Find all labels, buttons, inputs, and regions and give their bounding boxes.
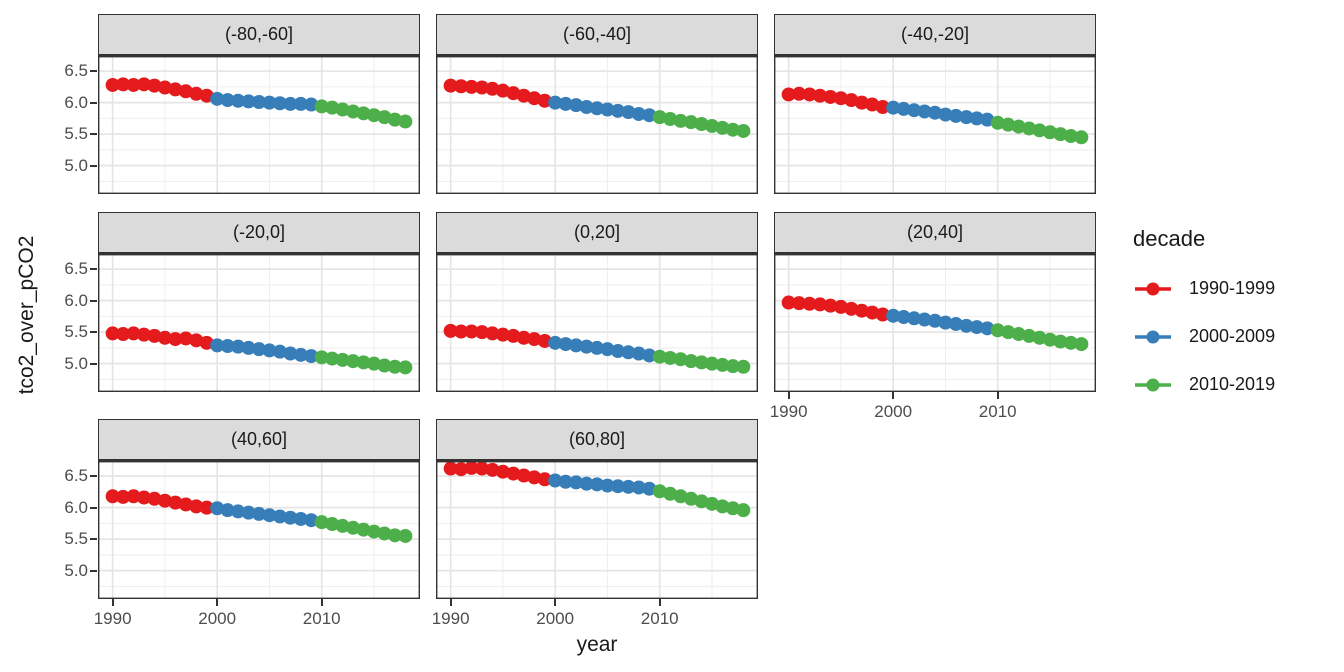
facet-strip: (60,80]	[436, 419, 758, 461]
x-tick-mark	[320, 599, 323, 606]
facet-strip: (-40,-20]	[774, 14, 1096, 56]
facet-plot	[435, 55, 759, 195]
x-tick-mark	[449, 599, 452, 606]
y-tick-mark	[90, 475, 97, 478]
facet-strip: (0,20]	[436, 212, 758, 254]
x-tick-mark	[111, 599, 114, 606]
legend-title: decade	[1133, 226, 1206, 251]
facet-strip: (40,60]	[98, 419, 420, 461]
facet-strip-label: (0,20]	[573, 222, 621, 242]
facet-strip: (-60,-40]	[436, 14, 758, 56]
facet-strip-label: (40,60]	[230, 429, 288, 449]
y-tick-label: 5.0	[64, 155, 88, 175]
x-tick-label: 2010	[978, 402, 1017, 421]
y-tick-mark	[90, 331, 97, 334]
legend: decade 1990-1999 2000-2009 2010-2019	[1133, 226, 1275, 422]
y-tick-label: 6.0	[64, 290, 88, 310]
y-tick-label: 5.5	[64, 322, 88, 342]
x-tick-label: 2010	[302, 609, 341, 628]
y-tick-mark	[90, 538, 97, 541]
x-tick-label: 1990	[431, 609, 470, 628]
facet-strip-label: (-80,-60]	[224, 24, 294, 44]
legend-entry: 2010-2019	[1133, 374, 1275, 395]
y-tick-label: 5.0	[64, 353, 88, 373]
x-tick-label: 2000	[198, 609, 237, 628]
x-tick-label: 2000	[536, 609, 575, 628]
facet-plot	[773, 253, 1097, 393]
x-tick-label: 1990	[93, 609, 132, 628]
y-tick-mark	[90, 70, 97, 73]
x-tick-mark	[787, 392, 790, 399]
y-tick-mark	[90, 101, 97, 104]
facet-strip-label: (-60,-40]	[562, 24, 632, 44]
y-axis-title: tco2_over_pCO2	[15, 235, 38, 395]
legend-entry-label: 2000-2009	[1189, 326, 1276, 346]
legend-entry-label: 1990-1999	[1189, 278, 1276, 298]
x-tick-mark	[658, 599, 661, 606]
facet-plot	[435, 460, 759, 600]
facet-strip-label: (20,40]	[906, 222, 964, 242]
y-tick-mark	[90, 164, 97, 167]
facet-strip-label: (-40,-20]	[900, 24, 970, 44]
y-tick-label: 6.0	[64, 92, 88, 112]
x-tick-mark	[892, 392, 895, 399]
y-tick-label: 5.5	[64, 124, 88, 144]
facet-plot	[773, 55, 1097, 195]
y-tick-mark	[90, 362, 97, 365]
y-tick-label: 6.0	[64, 497, 88, 517]
facet-strip: (-20,0]	[98, 212, 420, 254]
y-tick-label: 6.5	[64, 466, 88, 486]
x-tick-mark	[996, 392, 999, 399]
legend-entry: 2000-2009	[1133, 326, 1275, 347]
y-tick-mark	[90, 299, 97, 302]
x-tick-label: 2010	[640, 609, 679, 628]
facet-plot	[435, 253, 759, 393]
y-tick-mark	[90, 506, 97, 509]
legend-key-line-dot-icon	[1133, 327, 1173, 347]
x-tick-label: 2000	[874, 402, 913, 421]
x-axis-title: year	[576, 633, 618, 656]
legend-key-line-dot-icon	[1133, 279, 1173, 299]
y-tick-mark	[90, 268, 97, 271]
facet-plot	[97, 55, 421, 195]
facet-strip: (-80,-60]	[98, 14, 420, 56]
legend-key-line-dot-icon	[1133, 375, 1173, 395]
legend-entry-label: 2010-2019	[1189, 374, 1276, 394]
y-tick-label: 5.5	[64, 529, 88, 549]
legend-entry: 1990-1999	[1133, 278, 1275, 299]
facet-strip: (20,40]	[774, 212, 1096, 254]
facet-strip-label: (-20,0]	[232, 222, 286, 242]
facet-plot	[97, 253, 421, 393]
y-tick-label: 6.5	[64, 259, 88, 279]
facet-strip-label: (60,80]	[568, 429, 626, 449]
y-tick-mark	[90, 569, 97, 572]
y-tick-mark	[90, 133, 97, 136]
x-tick-mark	[554, 599, 557, 606]
y-tick-label: 5.0	[64, 560, 88, 580]
x-tick-mark	[216, 599, 219, 606]
facet-plot	[97, 460, 421, 600]
y-tick-label: 6.5	[64, 61, 88, 81]
x-tick-label: 1990	[769, 402, 808, 421]
